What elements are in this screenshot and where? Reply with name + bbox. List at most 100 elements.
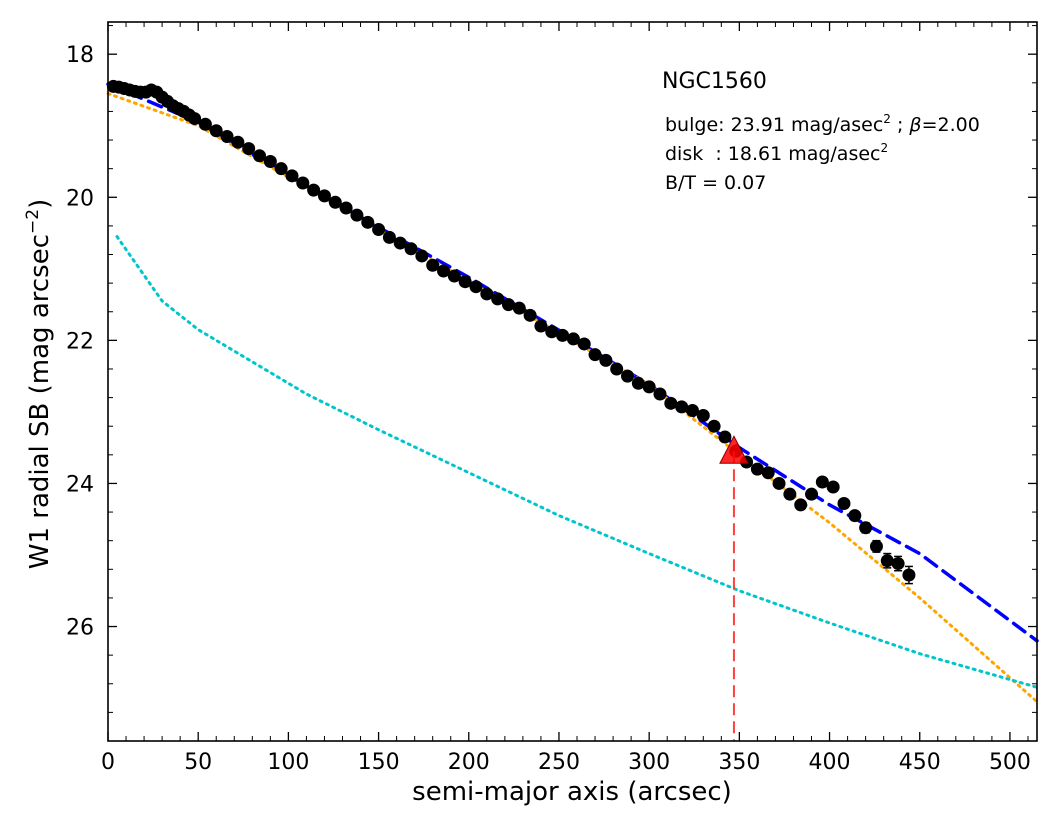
y-tick-label: 22 bbox=[66, 329, 94, 354]
data-point bbox=[263, 155, 277, 169]
data-point bbox=[426, 258, 440, 272]
bulge-beta-symbol: β bbox=[908, 114, 921, 136]
data-point bbox=[750, 462, 764, 476]
y-tick-label: 26 bbox=[66, 616, 94, 641]
data-point bbox=[707, 419, 721, 433]
bulge-fit-line bbox=[115, 235, 1039, 689]
disk-annotation: disk : 18.61 mag/asec2 bbox=[665, 141, 888, 165]
data-point bbox=[523, 308, 537, 322]
data-point bbox=[339, 201, 353, 215]
y-axis-label: W1 radial SB (mag arcsec−2) bbox=[23, 199, 55, 569]
data-point bbox=[447, 269, 461, 283]
x-tick-label: 0 bbox=[101, 750, 115, 775]
break-marker bbox=[719, 435, 749, 741]
data-point bbox=[664, 396, 678, 410]
data-point bbox=[253, 149, 267, 163]
data-point bbox=[653, 387, 667, 401]
data-point bbox=[296, 176, 310, 190]
data-point bbox=[631, 376, 645, 390]
data-point bbox=[242, 142, 256, 156]
data-point bbox=[610, 362, 624, 376]
bulge-sb-text: bulge: 23.91 mag/asec bbox=[665, 114, 883, 136]
data-point bbox=[274, 162, 288, 176]
data-point bbox=[848, 509, 862, 523]
data-point bbox=[599, 353, 613, 367]
data-point bbox=[382, 230, 396, 244]
galaxy-name-label: NGC1560 bbox=[662, 69, 767, 94]
y-tick-label: 24 bbox=[66, 472, 94, 497]
data-point bbox=[837, 496, 851, 510]
break-marker-triangle bbox=[719, 435, 749, 464]
x-tick-label: 100 bbox=[267, 750, 309, 775]
y-tick-label: 20 bbox=[66, 186, 94, 211]
data-point bbox=[696, 408, 710, 422]
bt-ratio-annotation: B/T = 0.07 bbox=[665, 172, 766, 194]
data-point bbox=[328, 195, 342, 209]
bulge-sb-exponent: 2 bbox=[883, 112, 891, 126]
bulge-annotation: bulge: 23.91 mag/asec2 ; β=2.00 bbox=[665, 112, 980, 136]
data-point bbox=[588, 348, 602, 362]
data-point bbox=[826, 480, 840, 494]
data-point bbox=[815, 475, 829, 489]
x-tick-label: 500 bbox=[989, 750, 1031, 775]
bulge-beta-separator: ; bbox=[891, 114, 909, 136]
data-point bbox=[307, 183, 321, 197]
data-point bbox=[361, 215, 375, 229]
data-point bbox=[772, 476, 786, 490]
data-point bbox=[902, 568, 916, 582]
data-point bbox=[437, 264, 451, 278]
data-point bbox=[458, 275, 472, 289]
x-tick-label: 150 bbox=[358, 750, 400, 775]
data-point bbox=[556, 328, 570, 342]
data-point bbox=[220, 129, 234, 143]
bulge-beta-value: =2.00 bbox=[922, 114, 980, 136]
data-point bbox=[566, 332, 580, 346]
data-point bbox=[372, 222, 386, 236]
x-tick-label: 50 bbox=[184, 750, 212, 775]
data-point bbox=[621, 369, 635, 383]
data-point bbox=[577, 337, 591, 351]
x-axis-label: semi-major axis (arcsec) bbox=[412, 777, 732, 807]
data-point bbox=[501, 298, 515, 312]
data-point bbox=[761, 466, 775, 480]
data-point bbox=[880, 554, 894, 568]
data-point bbox=[794, 498, 808, 512]
data-point bbox=[783, 487, 797, 501]
data-point bbox=[350, 208, 364, 222]
x-tick-label: 300 bbox=[628, 750, 670, 775]
plot-frame bbox=[107, 21, 1038, 742]
data-point bbox=[231, 135, 245, 149]
disk-sb-exponent: 2 bbox=[881, 141, 889, 155]
data-point bbox=[393, 236, 407, 250]
data-point bbox=[480, 287, 494, 301]
x-tick-label: 250 bbox=[538, 750, 580, 775]
x-tick-label: 350 bbox=[718, 750, 760, 775]
disk-sb-text: disk : 18.61 mag/asec bbox=[665, 143, 881, 165]
y-tick-label: 18 bbox=[66, 43, 94, 68]
data-point bbox=[198, 117, 212, 131]
data-point bbox=[675, 400, 689, 414]
data-point bbox=[285, 169, 299, 183]
y-axis-label-exponent: −2 bbox=[23, 209, 43, 234]
data-point bbox=[188, 112, 202, 126]
x-tick-label: 400 bbox=[809, 750, 851, 775]
y-axis-label-close: ) bbox=[25, 199, 55, 209]
data-point bbox=[869, 539, 883, 553]
data-point bbox=[469, 280, 483, 294]
data-point bbox=[891, 557, 905, 571]
data-point bbox=[545, 325, 559, 339]
y-axis-label-text: W1 radial SB (mag arcsec bbox=[25, 234, 55, 569]
data-point bbox=[859, 521, 873, 535]
data-point bbox=[209, 124, 223, 138]
data-points bbox=[106, 79, 916, 582]
data-point bbox=[718, 430, 732, 444]
data-point bbox=[415, 249, 429, 263]
data-point bbox=[491, 292, 505, 306]
data-point bbox=[317, 189, 331, 203]
data-point bbox=[512, 301, 526, 315]
x-tick-label: 200 bbox=[448, 750, 490, 775]
data-point bbox=[404, 242, 418, 256]
